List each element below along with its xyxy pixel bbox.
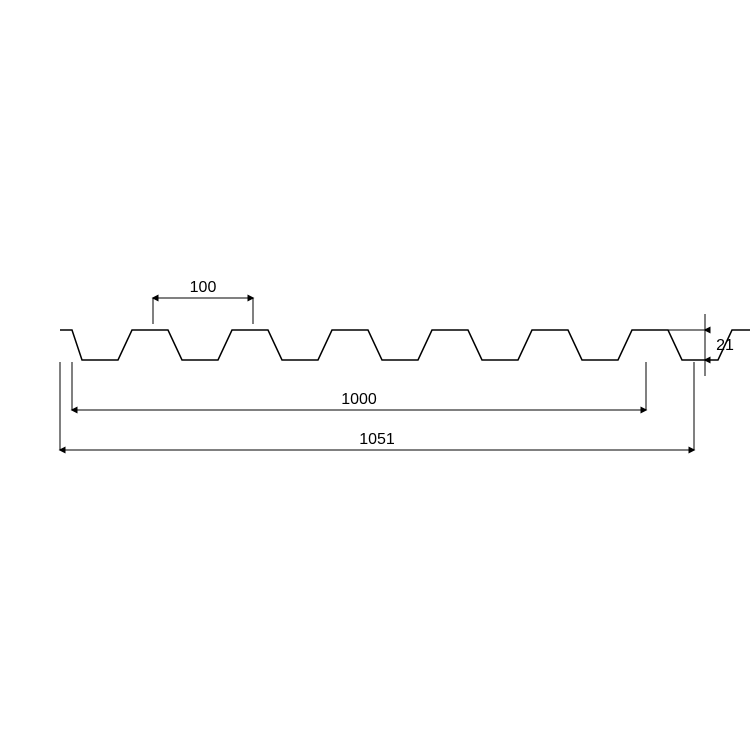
profile-diagram: 100 21 1000 1051 [0,0,750,750]
width-inner-value: 1000 [341,391,377,408]
height-value: 21 [716,337,734,354]
pitch-value: 100 [190,279,217,296]
sheet-profile [60,330,750,360]
width-outer-value: 1051 [359,431,395,448]
